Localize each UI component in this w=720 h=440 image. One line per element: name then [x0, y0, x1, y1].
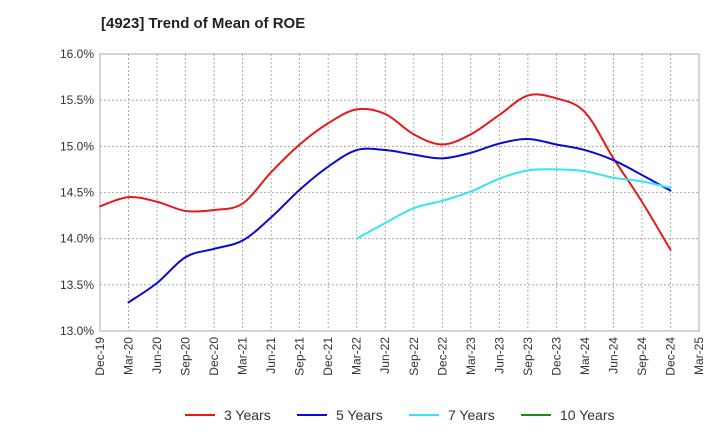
series-lines	[99, 93, 672, 304]
y-tick-label: 14.0%	[60, 232, 94, 246]
legend-label: 5 Years	[336, 407, 383, 423]
x-tick-label: Mar-21	[236, 337, 250, 375]
legend-label: 10 Years	[560, 407, 615, 423]
x-tick-label: Sep-23	[521, 337, 535, 376]
x-tick-label: Dec-23	[549, 337, 563, 376]
x-tick-label: Mar-24	[578, 337, 592, 375]
y-tick-label: 15.0%	[60, 139, 94, 153]
x-tick-label: Jun-20	[150, 337, 164, 374]
y-tick-label: 16.0%	[60, 47, 94, 61]
x-tick-label: Jun-21	[264, 337, 278, 374]
x-tick-label: Dec-21	[321, 337, 335, 376]
series-line-5-years	[127, 137, 672, 304]
x-tick-label: Mar-22	[350, 337, 364, 375]
series-line-7-years	[355, 168, 672, 240]
x-tick-label: Sep-24	[635, 337, 649, 376]
x-tick-label: Mar-20	[122, 337, 136, 375]
x-tick-label: Dec-22	[435, 337, 449, 376]
series-line-3-years	[99, 93, 672, 251]
y-tick-label: 14.5%	[60, 186, 94, 200]
x-tick-label: Dec-19	[93, 337, 107, 376]
legend-label: 3 Years	[224, 407, 271, 423]
x-tick-label: Dec-24	[663, 337, 677, 376]
chart-title: [4923] Trend of Mean of ROE	[101, 15, 306, 32]
x-tick-label: Mar-25	[692, 337, 706, 375]
x-tick-label: Jun-23	[492, 337, 506, 374]
x-tick-label: Dec-20	[207, 337, 221, 376]
x-tick-label: Jun-22	[378, 337, 392, 374]
x-tick-label: Sep-21	[293, 337, 307, 376]
x-tick-label: Sep-20	[179, 337, 193, 376]
x-tick-label: Jun-24	[606, 337, 620, 374]
y-tick-label: 15.5%	[60, 93, 94, 107]
legend: 3 Years 5 Years 7 Years 10 Years	[185, 407, 615, 423]
plot-area	[99, 53, 700, 332]
x-tick-label: Sep-22	[407, 337, 421, 376]
y-tick-label: 13.5%	[60, 278, 94, 292]
legend-label: 7 Years	[448, 407, 495, 423]
x-tick-label: Mar-23	[464, 337, 478, 375]
axis-ticks: 13.0% 13.5% 14.0% 14.5% 15.0% 15.5% 16.0% Dec-1…	[60, 47, 706, 376]
y-tick-label: 13.0%	[60, 324, 94, 338]
